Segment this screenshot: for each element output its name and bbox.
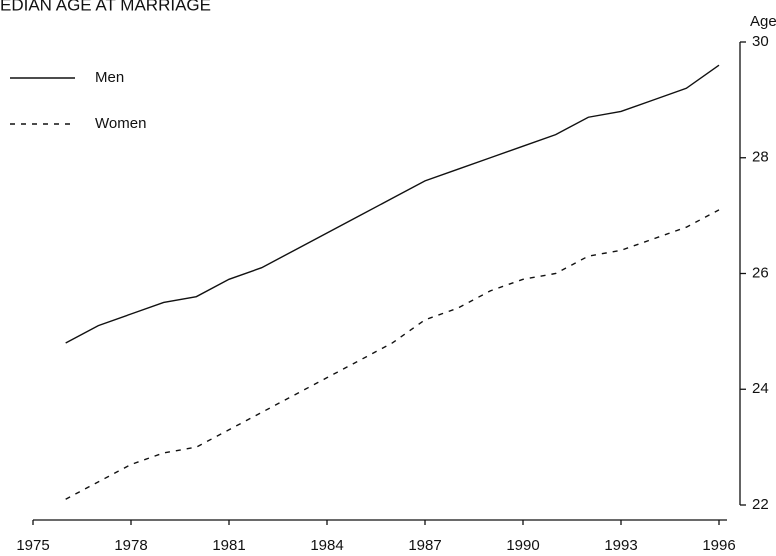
y-axis-label: Age — [750, 13, 776, 30]
legend-label: Women — [95, 115, 146, 132]
legend-label: Men — [95, 69, 124, 86]
y-tick-label: 28 — [752, 149, 769, 166]
x-tick-label: 1993 — [604, 537, 637, 554]
y-tick-label: 24 — [752, 380, 769, 397]
y-tick-label: 22 — [752, 496, 769, 513]
series-line — [65, 64, 720, 344]
x-tick-label: 1981 — [212, 537, 245, 554]
x-tick-label: 1996 — [702, 537, 735, 554]
x-tick-label: 1975 — [16, 537, 49, 554]
x-tick-label: 1987 — [408, 537, 441, 554]
x-tick-label: 1990 — [506, 537, 539, 554]
y-tick-label: 30 — [752, 33, 769, 50]
x-tick-label: 1978 — [114, 537, 147, 554]
y-tick-label: 26 — [752, 264, 769, 281]
x-tick-label: 1984 — [310, 537, 343, 554]
chart-title: EDIAN AGE AT MARRIAGE — [0, 0, 211, 14]
series-line — [65, 209, 720, 500]
